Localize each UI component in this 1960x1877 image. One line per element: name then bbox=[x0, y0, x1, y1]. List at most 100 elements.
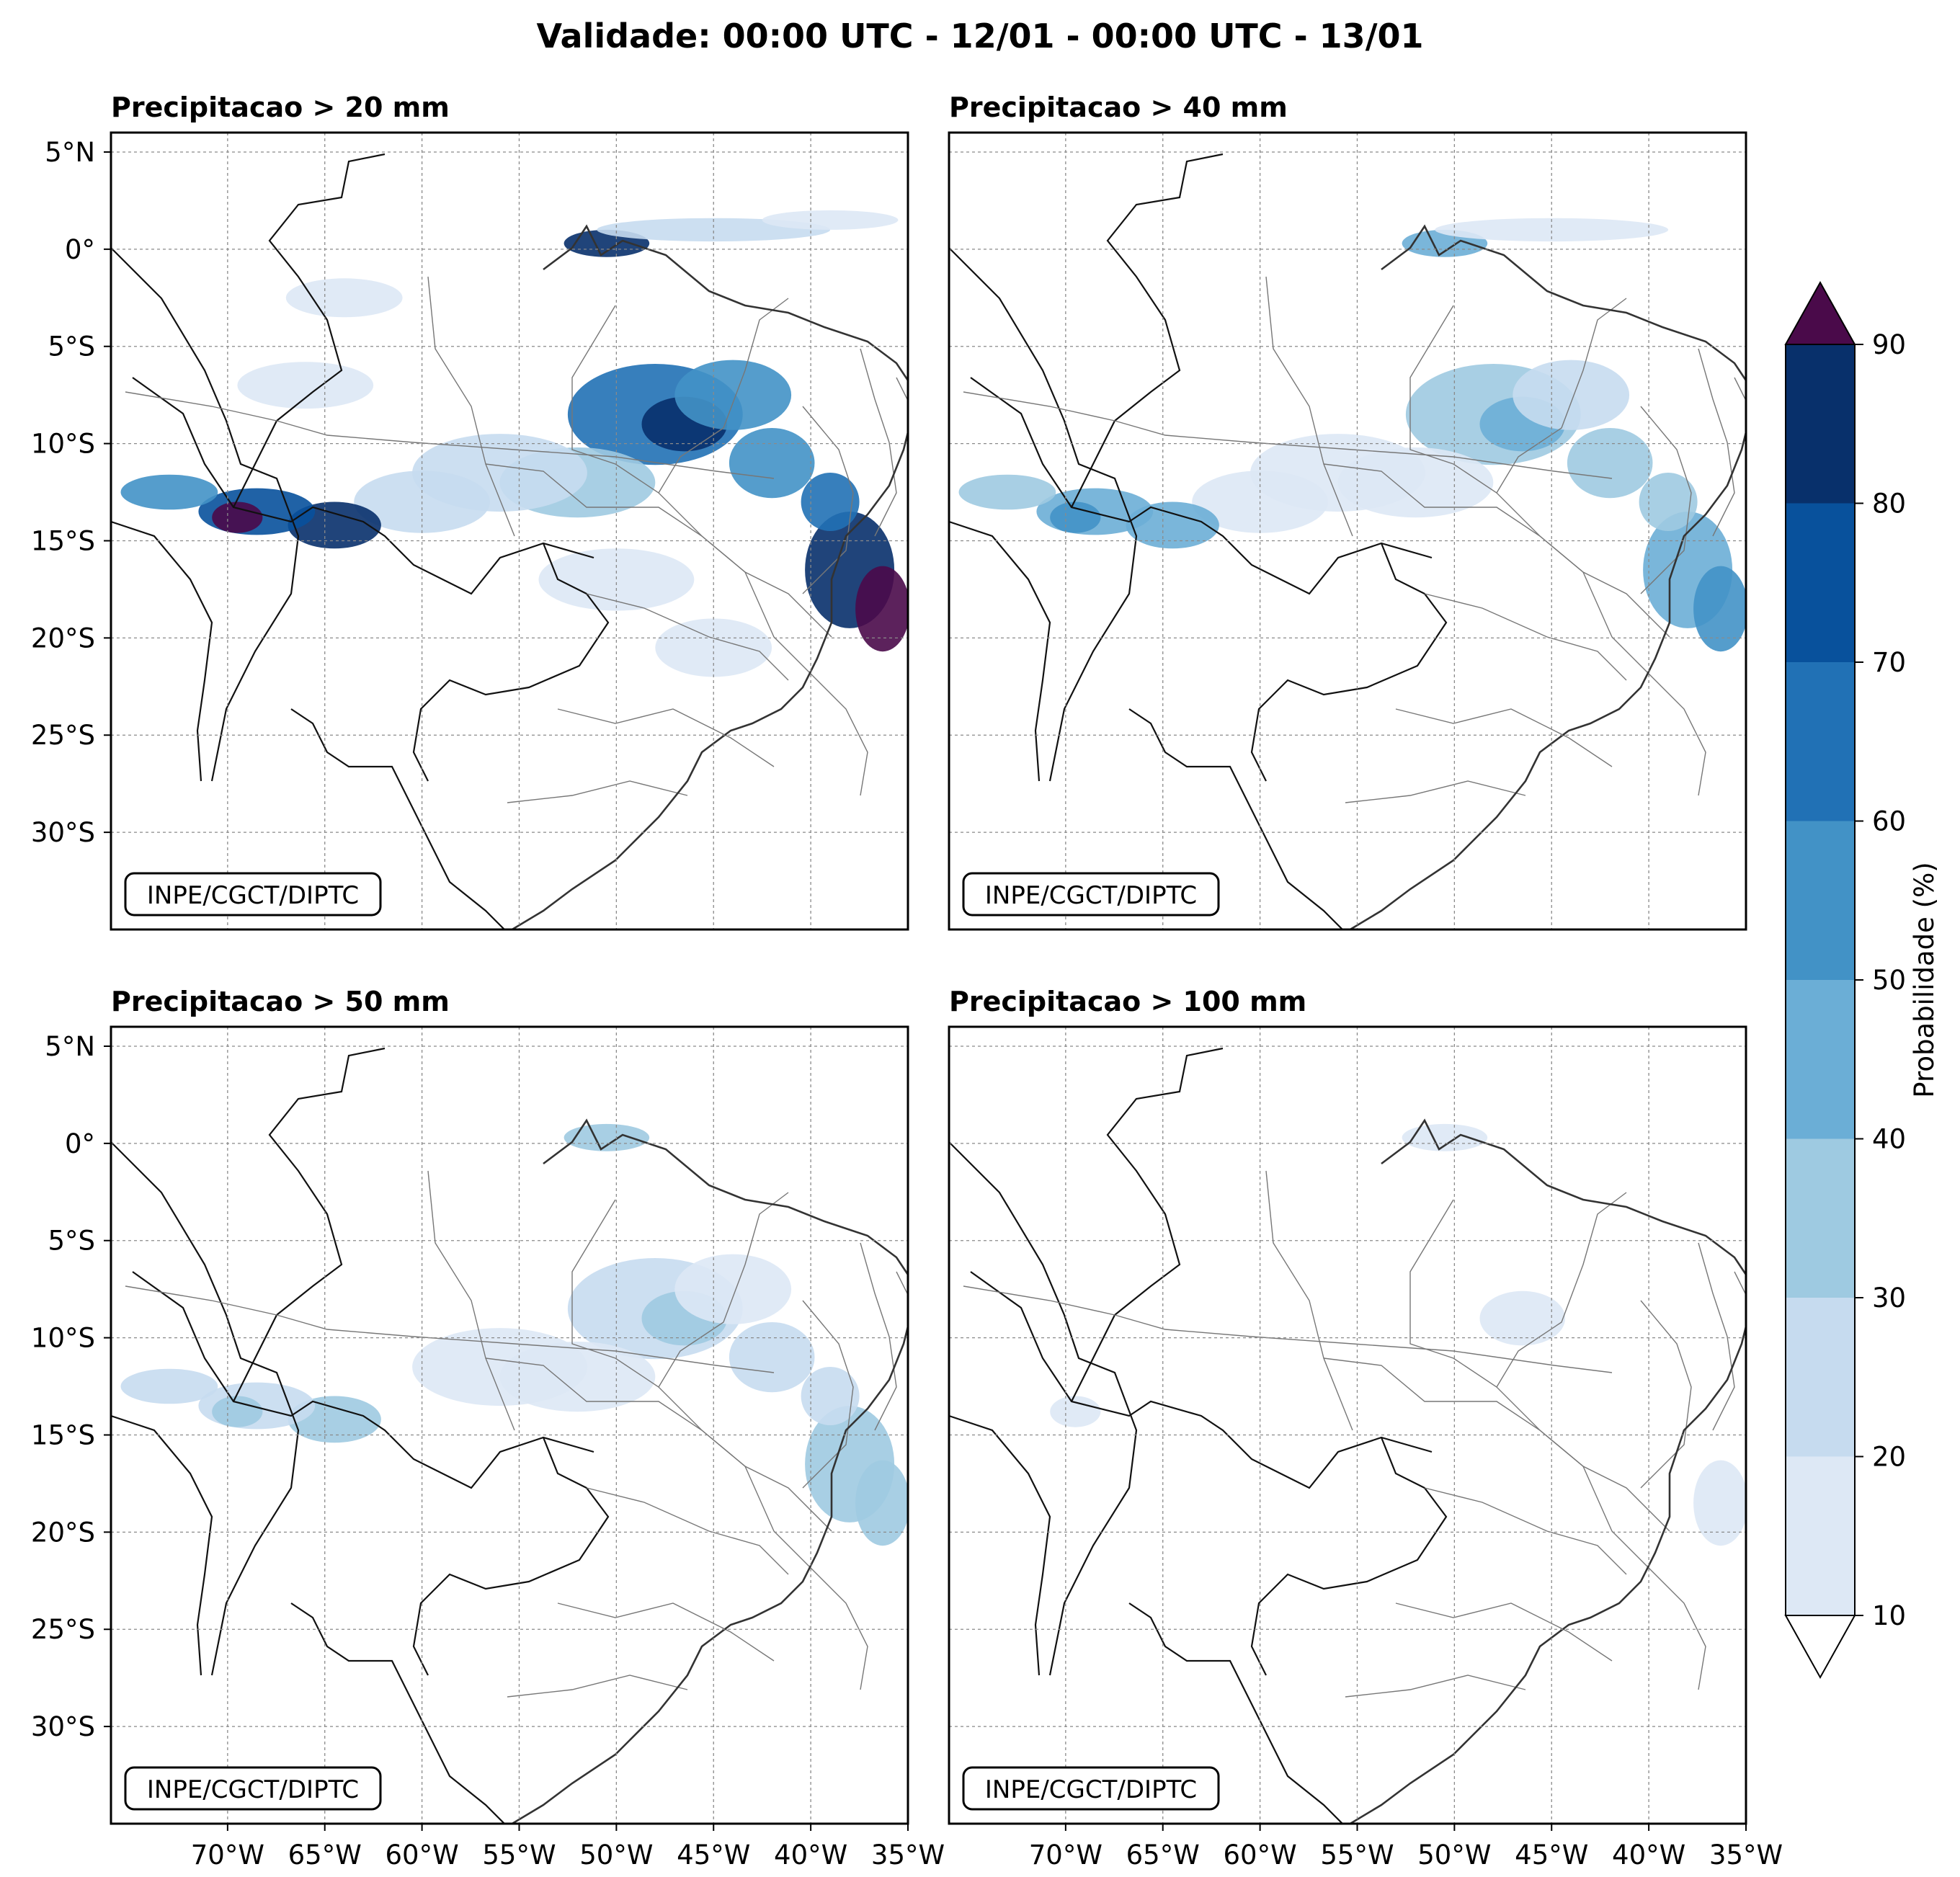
lon-label: 55°W bbox=[482, 1840, 556, 1871]
stamp-text: INPE/CGCT/DIPTC bbox=[985, 1775, 1197, 1804]
colorbar-under-arrow bbox=[1784, 1615, 1856, 1680]
lon-label: 35°W bbox=[1709, 1840, 1783, 1871]
colorbar-tick-label: 50 bbox=[1872, 965, 1906, 996]
lon-label: 40°W bbox=[1612, 1840, 1685, 1871]
precip-cell bbox=[1050, 1396, 1101, 1427]
lat-label: 30°S bbox=[31, 817, 95, 848]
lat-label: 5°S bbox=[48, 331, 95, 362]
lon-label: 60°W bbox=[1224, 1840, 1297, 1871]
precip-cell bbox=[1479, 1290, 1566, 1346]
precip-cell bbox=[1435, 218, 1669, 242]
figure-title: Validade: 00:00 UTC - 12/01 - 00:00 UTC … bbox=[536, 17, 1423, 55]
precip-cell bbox=[212, 501, 263, 533]
lat-label: 10°S bbox=[31, 1323, 95, 1354]
panel-frame bbox=[110, 1025, 909, 1825]
colorbar-bin bbox=[1786, 662, 1855, 821]
precip-cell bbox=[120, 1368, 218, 1404]
panel-title: Precipitacao > 40 mm bbox=[949, 92, 1288, 123]
lon-label: 50°W bbox=[579, 1840, 653, 1871]
map-panel: Precipitacao > 20 mm INPE/CGCT/DIPTC 5°N 0°… bbox=[31, 92, 909, 931]
precip-cell bbox=[958, 474, 1056, 510]
lon-label: 65°W bbox=[288, 1840, 362, 1871]
lon-label: 70°W bbox=[191, 1840, 264, 1871]
precip-cell bbox=[855, 566, 908, 652]
panel-frame bbox=[948, 1025, 1747, 1825]
lat-label: 30°S bbox=[31, 1711, 95, 1742]
precip-cell bbox=[801, 473, 860, 531]
precip-cell bbox=[855, 1460, 908, 1546]
precip-cell bbox=[1567, 428, 1653, 499]
lat-label: 0° bbox=[65, 234, 95, 265]
lat-label: 10°S bbox=[31, 429, 95, 460]
lat-label: 25°S bbox=[31, 720, 95, 751]
lon-label: 45°W bbox=[1515, 1840, 1588, 1871]
map-area bbox=[949, 133, 1746, 929]
map-area bbox=[111, 1027, 908, 1824]
precip-cell bbox=[1402, 1123, 1488, 1151]
colorbar-bins bbox=[1786, 344, 1855, 1615]
lon-label: 35°W bbox=[871, 1840, 945, 1871]
colorbar-bin bbox=[1786, 821, 1855, 980]
lat-label: 20°S bbox=[31, 623, 95, 654]
lon-label: 55°W bbox=[1320, 1840, 1394, 1871]
lat-label: 25°S bbox=[31, 1614, 95, 1645]
lat-label: 15°S bbox=[31, 525, 95, 556]
stamp-text: INPE/CGCT/DIPTC bbox=[147, 881, 359, 910]
precip-cell bbox=[801, 1367, 860, 1425]
map-area bbox=[111, 133, 908, 929]
lon-label: 50°W bbox=[1417, 1840, 1491, 1871]
precip-cell bbox=[1693, 1460, 1746, 1546]
colorbar-tick-label: 70 bbox=[1872, 647, 1906, 678]
stamp: INPE/CGCT/DIPTC bbox=[962, 1766, 1220, 1811]
stamp: INPE/CGCT/DIPTC bbox=[962, 872, 1220, 917]
colorbar-bin bbox=[1786, 1456, 1855, 1615]
lat-label: 15°S bbox=[31, 1419, 95, 1450]
lon-label: 65°W bbox=[1126, 1840, 1200, 1871]
precip-cell bbox=[285, 278, 403, 318]
colorbar: 10 20 30 40 50 60 70 80 90 Probabilidade (%) bbox=[1784, 280, 1940, 1680]
precip-cell bbox=[412, 1328, 587, 1406]
precip-cell bbox=[762, 210, 899, 230]
colorbar-bin bbox=[1786, 503, 1855, 662]
stamp: INPE/CGCT/DIPTC bbox=[124, 872, 382, 917]
map-panel: Precipitacao > 40 mm INPE/CGCT/DIPTC bbox=[948, 92, 1747, 931]
precip-cell bbox=[538, 548, 695, 611]
lon-label: 40°W bbox=[774, 1840, 847, 1871]
panel-title: Precipitacao > 100 mm bbox=[949, 986, 1306, 1017]
lon-label: 45°W bbox=[677, 1840, 750, 1871]
panel-frame bbox=[948, 131, 1747, 931]
panel-title: Precipitacao > 50 mm bbox=[111, 986, 450, 1017]
panel-group: Precipitacao > 20 mm INPE/CGCT/DIPTC 5°N 0°… bbox=[31, 92, 1783, 1871]
colorbar-tick-label: 10 bbox=[1872, 1600, 1906, 1631]
colorbar-over-arrow bbox=[1784, 280, 1856, 345]
map-panel: Precipitacao > 100 mm INPE/CGCT/DIPTC 70°W… bbox=[948, 986, 1783, 1871]
colorbar-bin bbox=[1786, 1138, 1855, 1298]
colorbar-bin bbox=[1786, 980, 1855, 1139]
precip-cell bbox=[1693, 566, 1746, 652]
panel-frame bbox=[110, 131, 909, 931]
precip-cell bbox=[120, 474, 218, 510]
colorbar-bin bbox=[1786, 1298, 1855, 1457]
colorbar-tick-label: 90 bbox=[1872, 329, 1906, 360]
colorbar-tick-label: 60 bbox=[1872, 806, 1906, 837]
colorbar-tick-label: 80 bbox=[1872, 489, 1906, 520]
precip-cell bbox=[674, 360, 792, 430]
lat-label: 5°N bbox=[45, 1031, 95, 1062]
lat-label: 5°N bbox=[45, 137, 95, 168]
precip-cell bbox=[237, 362, 374, 409]
stamp-text: INPE/CGCT/DIPTC bbox=[985, 881, 1197, 910]
lat-label: 0° bbox=[65, 1128, 95, 1159]
lat-label: 20°S bbox=[31, 1517, 95, 1548]
panel-title: Precipitacao > 20 mm bbox=[111, 92, 450, 123]
lat-label: 5°S bbox=[48, 1226, 95, 1257]
colorbar-ticks: 10 20 30 40 50 60 70 80 90 bbox=[1855, 329, 1906, 1631]
colorbar-tick-label: 20 bbox=[1872, 1442, 1906, 1473]
precip-cell bbox=[1639, 473, 1698, 531]
colorbar-tick-label: 40 bbox=[1872, 1124, 1906, 1155]
precip-cell bbox=[1513, 360, 1630, 430]
map-area bbox=[949, 1027, 1746, 1824]
precip-cell bbox=[212, 1396, 263, 1427]
precip-cell bbox=[1050, 501, 1101, 533]
colorbar-label: Probabilidade (%) bbox=[1909, 862, 1940, 1097]
